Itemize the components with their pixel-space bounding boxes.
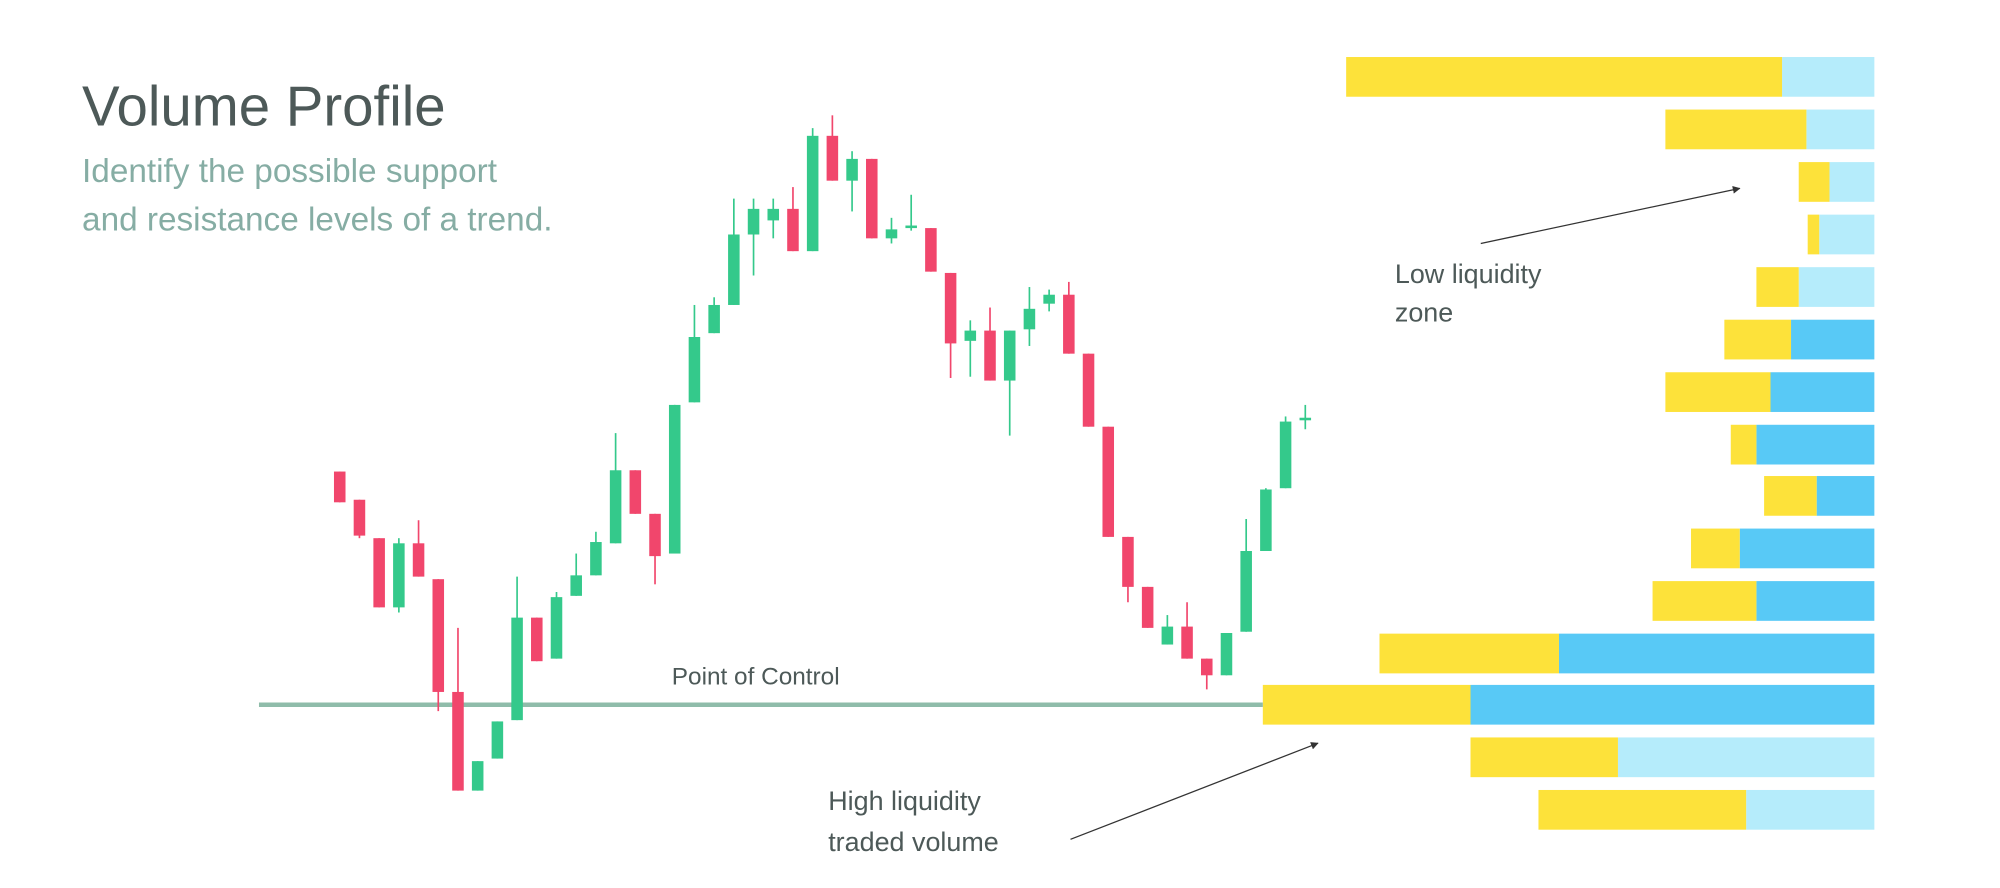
candle-body [1063, 294, 1075, 354]
volume-bar [1558, 633, 1875, 674]
volume-bar [1379, 633, 1559, 674]
candle-body [846, 158, 858, 181]
candle-body [1279, 421, 1292, 489]
candle-body [1082, 353, 1095, 427]
candle-body [688, 337, 701, 403]
subtitle: and resistance levels of a trend. [82, 202, 552, 239]
volume-bar [1346, 57, 1783, 97]
volume-bar [1806, 109, 1875, 150]
candle-body [1141, 586, 1154, 628]
candle-body [767, 208, 780, 221]
volume-bar [1730, 424, 1757, 465]
volume-bar [1665, 109, 1807, 150]
candle-body [1102, 426, 1115, 537]
subtitle: Identify the possible support [82, 153, 498, 190]
candle-body [609, 470, 622, 544]
volume-bar [1798, 162, 1830, 202]
volume-bar [1652, 581, 1757, 621]
candle-body [353, 499, 366, 536]
candle-body [1122, 536, 1134, 587]
candle-body [787, 208, 799, 252]
candle-body [333, 471, 346, 503]
candle-body [806, 135, 819, 252]
candle-body [964, 330, 977, 341]
candle-body [1003, 330, 1016, 381]
candle-body [491, 721, 504, 759]
volume-bar [1665, 372, 1771, 412]
candle-body [531, 617, 543, 662]
candle-body [511, 617, 523, 721]
candle-body [1043, 294, 1055, 304]
candle-body [747, 208, 760, 235]
volume-bar [1816, 476, 1875, 516]
arrow [1070, 742, 1319, 840]
candle-body [373, 538, 385, 608]
candle-body [1220, 633, 1233, 676]
candle-body [1161, 626, 1174, 645]
candle-body [1201, 658, 1213, 676]
volume-bar [1470, 684, 1875, 725]
volume-bar [1798, 267, 1875, 307]
volume-bar [1756, 424, 1875, 465]
volume-bar [1617, 737, 1875, 778]
arrow [1480, 186, 1741, 245]
candle-body [432, 579, 445, 692]
volume-bar [1691, 528, 1740, 569]
volume-bar [1770, 372, 1875, 412]
volume-bar [1829, 162, 1875, 202]
candle-body [1299, 417, 1312, 421]
candle-body [649, 513, 661, 557]
candle-body [866, 158, 878, 239]
candle-body [728, 234, 740, 305]
volume-bar [1756, 267, 1799, 307]
candle-body [629, 470, 642, 514]
volume-bar [1791, 319, 1875, 360]
annotation: High liquidity [828, 786, 981, 816]
volume-bar [1756, 581, 1875, 621]
chart-title: Volume Profile [82, 75, 446, 138]
volume-bar [1764, 476, 1817, 516]
volume-bar [1538, 789, 1747, 830]
candle-body [570, 575, 582, 596]
volume-bar [1819, 214, 1875, 255]
candle-body [885, 229, 898, 239]
volume-bar [1739, 528, 1875, 569]
candle-body [1181, 626, 1193, 659]
candle-body [471, 761, 484, 791]
candle-body [1240, 550, 1252, 632]
candle-body [452, 691, 464, 791]
volume-bar [1724, 319, 1792, 360]
candle-body [984, 330, 996, 381]
candle-body [826, 135, 839, 181]
volume-bar [1470, 737, 1618, 778]
volume-bar [1782, 57, 1875, 97]
candle-body [1023, 308, 1036, 330]
volume-bar [1262, 684, 1471, 725]
annotation: Point of Control [672, 663, 840, 690]
candle-body [1260, 489, 1272, 551]
volume-bar [1807, 214, 1820, 255]
candle-body [708, 304, 720, 334]
candle-body [925, 228, 937, 272]
annotation: Low liquidity [1395, 259, 1542, 289]
candle-body [550, 597, 563, 659]
candle-body [412, 543, 425, 577]
annotation: zone [1395, 298, 1453, 328]
candle-body [668, 404, 681, 554]
candle-body [905, 225, 917, 229]
candle-body [944, 272, 957, 344]
annotation: traded volume [828, 827, 999, 857]
candle-body [393, 543, 405, 608]
candle-body [590, 542, 602, 576]
volume-bar [1746, 789, 1875, 830]
